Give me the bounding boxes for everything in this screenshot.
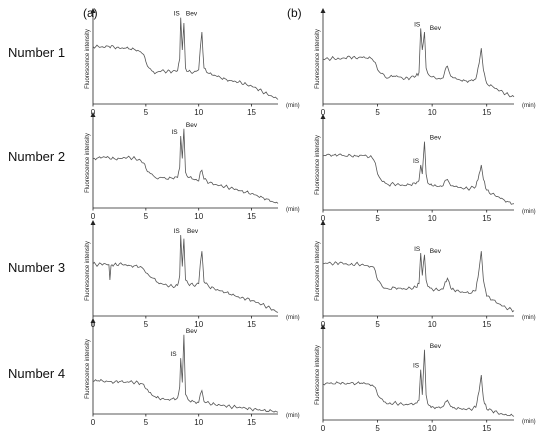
panel-a-3-xunit: (min) <box>286 315 300 321</box>
panel-a-3-xtick-label: 10 <box>194 320 203 329</box>
panel-b-1-peak-label-is: IS <box>414 21 421 28</box>
panel-a-2-xunit: (min) <box>286 207 300 213</box>
panel-a-1-xtick-label: 10 <box>194 108 203 117</box>
panel-b-4-xtick-label: 5 <box>375 424 380 433</box>
panel-a-1-peak-label-bev: Bev <box>186 11 198 18</box>
panel-b-3-trace <box>322 251 515 313</box>
panel-a-3-xtick-label: 5 <box>144 320 149 329</box>
panel-a-3-trace <box>92 234 279 313</box>
panel-b-2-xunit: (min) <box>522 209 536 215</box>
panel-b-4-xunit: (min) <box>522 419 536 425</box>
panel-b-3-xtick-label: 5 <box>375 320 380 329</box>
panel-b-4-xtick-label: 10 <box>428 424 437 433</box>
panel-b-4-trace <box>322 349 515 417</box>
panel-b-4-peak-label-bev: Bev <box>430 343 442 350</box>
panel-a-4-xtick-label: 0 <box>91 418 96 427</box>
panel-a-4-trace <box>92 334 279 413</box>
panel-a-1-peak-label-is: IS <box>174 11 181 18</box>
panel-b-4-xtick-label: 15 <box>482 424 491 433</box>
panel-label-b: (b) <box>287 6 302 20</box>
panel-a-2-ylabel: Fluorescence intensity <box>85 133 91 193</box>
panel-a-2-xtick-label: 0 <box>91 212 96 221</box>
panel-a-4-xtick-label: 5 <box>144 418 149 427</box>
panel-b-3-xtick-label: 10 <box>428 320 437 329</box>
panel-b-2-ylabel: Fluorescence intensity <box>315 135 321 195</box>
panel-a-1-xtick-label: 0 <box>91 108 96 117</box>
panel-a-3-ylabel: Fluorescence intensity <box>85 241 91 301</box>
panel-b-3-xtick-label: 15 <box>482 320 491 329</box>
row-label-1: Number 1 <box>8 45 66 60</box>
panel-b-1-xunit: (min) <box>522 103 536 109</box>
panel-a-4-ylabel: Fluorescence intensity <box>85 339 91 399</box>
row-label-3: Number 3 <box>8 260 66 275</box>
panel-b-1-y-axis-arrow <box>320 8 326 13</box>
panel-a-1-trace <box>92 17 279 100</box>
panel-a-4-peak-label-bev: Bev <box>186 328 198 335</box>
panel-b-2-xtick-label: 5 <box>375 214 380 223</box>
panel-b-3-peak-label-bev: Bev <box>430 248 442 255</box>
panel-a-1-xtick-label: 15 <box>247 108 256 117</box>
panel-b-4-ylabel: Fluorescence intensity <box>315 345 321 405</box>
panel-b-3-ylabel: Fluorescence intensity <box>315 241 321 301</box>
panel-b-2-xtick-label: 0 <box>321 214 326 223</box>
panel-a-4-y-axis-arrow <box>90 318 96 323</box>
panel-a-1-xtick-label: 5 <box>144 108 149 117</box>
panel-b-1-trace <box>322 28 515 98</box>
panel-a-4-xtick-label: 10 <box>194 418 203 427</box>
panel-a-4-xunit: (min) <box>286 413 300 419</box>
panel-b-1-ylabel: Fluorescence intensity <box>315 29 321 89</box>
panel-a-1-xunit: (min) <box>286 103 300 109</box>
panel-a-2-peak-label-bev: Bev <box>186 122 198 129</box>
panel-a-2-trace <box>92 128 279 204</box>
panel-a-4-peak-label-is: IS <box>170 351 177 358</box>
panel-b-3-peak-label-is: IS <box>414 246 421 253</box>
panel-b-1-peak-label-bev: Bev <box>430 25 442 32</box>
panel-a-2-xtick-label: 15 <box>247 212 256 221</box>
panel-b-3-xtick-label: 0 <box>321 320 326 329</box>
row-label-2: Number 2 <box>8 149 66 164</box>
panel-a-3-peak-label-is: IS <box>174 228 181 235</box>
panel-b-3-y-axis-arrow <box>320 220 326 225</box>
panel-b-3-xunit: (min) <box>522 315 536 321</box>
panel-b-2-xtick-label: 15 <box>482 214 491 223</box>
panel-b-4-peak-label-is: IS <box>413 363 420 370</box>
panel-a-1-y-axis-arrow <box>90 8 96 13</box>
panel-a-3-peak-label-bev: Bev <box>187 228 199 235</box>
panel-b-2-peak-label-bev: Bev <box>430 135 442 142</box>
panel-b-4-xtick-label: 0 <box>321 424 326 433</box>
panel-a-2-peak-label-is: IS <box>171 129 178 136</box>
panel-a-2-xtick-label: 5 <box>144 212 149 221</box>
panel-b-2-xtick-label: 10 <box>428 214 437 223</box>
panel-a-3-y-axis-arrow <box>90 220 96 225</box>
panel-b-1-xtick-label: 15 <box>482 108 491 117</box>
panel-a-1-ylabel: Fluorescence intensity <box>85 29 91 89</box>
panel-a-2-y-axis-arrow <box>90 112 96 117</box>
panel-a-3-xtick-label: 15 <box>247 320 256 329</box>
panel-a-4-xtick-label: 15 <box>247 418 256 427</box>
panel-b-2-peak-label-is: IS <box>413 158 420 165</box>
panel-b-1-xtick-label: 5 <box>375 108 380 117</box>
panel-b-1-xtick-label: 10 <box>428 108 437 117</box>
panel-label-a: (a) <box>83 6 98 20</box>
row-label-4: Number 4 <box>8 366 66 381</box>
panel-b-4-y-axis-arrow <box>320 324 326 329</box>
panel-b-2-trace <box>322 141 515 205</box>
panel-a-2-xtick-label: 10 <box>194 212 203 221</box>
panel-b-2-y-axis-arrow <box>320 114 326 119</box>
panel-b-1-xtick-label: 0 <box>321 108 326 117</box>
